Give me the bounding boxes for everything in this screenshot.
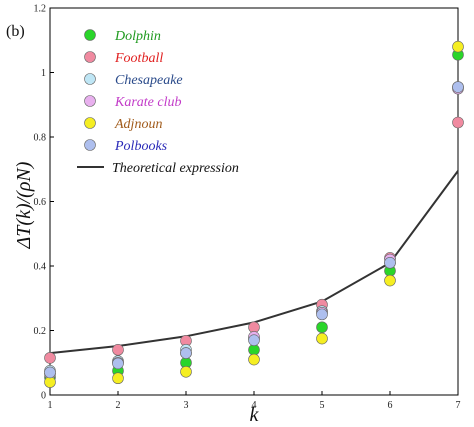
x-tick-label: 5 xyxy=(320,400,325,411)
point-polbooks xyxy=(316,308,328,321)
point-polbooks xyxy=(112,357,124,370)
ticks: 1 2 3 4 5 6 7 0 0.2 0.4 0.6 0.8 1 1.2 xyxy=(34,4,461,412)
legend-label-theory: Theoretical expression xyxy=(112,161,239,176)
point-football xyxy=(112,344,124,356)
point-adjnoun xyxy=(384,274,396,287)
legend-label-adjnoun: Adjnoun xyxy=(114,117,162,132)
point-adjnoun xyxy=(452,40,464,53)
point-adjnoun xyxy=(316,332,328,345)
panel-label: (b) xyxy=(6,23,25,40)
legend-marker-karate-club xyxy=(84,95,96,107)
point-adjnoun xyxy=(112,372,124,385)
legend-marker-chesapeake xyxy=(84,73,96,85)
point-polbooks xyxy=(384,256,396,269)
legend-label-karate-club: Karate club xyxy=(114,95,182,110)
y-tick-label: 0.4 xyxy=(34,262,47,273)
point-football xyxy=(452,116,464,129)
x-tick-label: 6 xyxy=(388,400,393,411)
y-tick-label: 1.2 xyxy=(34,4,47,15)
y-tick-label: 0.6 xyxy=(34,197,47,208)
legend: Dolphin Football Chesapeake Karate club Adjn… xyxy=(77,29,239,176)
y-axis-label-group: ΔT(k)/(ρN) xyxy=(13,161,35,249)
x-tick-label: 1 xyxy=(48,400,53,411)
legend-marker-polbooks xyxy=(84,139,96,151)
point-polbooks xyxy=(452,81,464,93)
data-points xyxy=(44,40,464,388)
point-dolphin xyxy=(316,321,328,334)
legend-marker-dolphin xyxy=(84,29,96,41)
point-dolphin xyxy=(248,344,260,356)
x-tick-label: 7 xyxy=(456,400,461,411)
y-tick-label: 0.8 xyxy=(34,133,47,144)
point-football xyxy=(248,321,260,334)
legend-marker-football xyxy=(84,51,96,63)
y-tick-label: 1 xyxy=(41,68,46,79)
point-polbooks xyxy=(248,334,260,346)
x-axis-label: k xyxy=(250,404,260,426)
y-tick-label: 0 xyxy=(41,391,46,402)
y-axis-label: ΔT(k)/(ρN) xyxy=(13,161,35,249)
y-tick-label: 0.2 xyxy=(34,326,47,337)
legend-label-polbooks: Polbooks xyxy=(114,139,168,154)
point-adjnoun xyxy=(44,376,56,388)
x-tick-label: 4 xyxy=(252,400,257,411)
legend-label-football: Football xyxy=(114,51,163,66)
point-polbooks xyxy=(44,366,56,379)
legend-label-chesapeake: Chesapeake xyxy=(115,73,183,88)
point-adjnoun xyxy=(180,365,192,378)
point-football xyxy=(44,352,56,364)
legend-label-dolphin: Dolphin xyxy=(114,29,161,44)
x-tick-label: 2 xyxy=(116,400,121,411)
x-tick-label: 3 xyxy=(184,400,189,411)
point-polbooks xyxy=(180,347,192,359)
point-adjnoun xyxy=(248,353,260,366)
legend-marker-adjnoun xyxy=(84,117,96,129)
